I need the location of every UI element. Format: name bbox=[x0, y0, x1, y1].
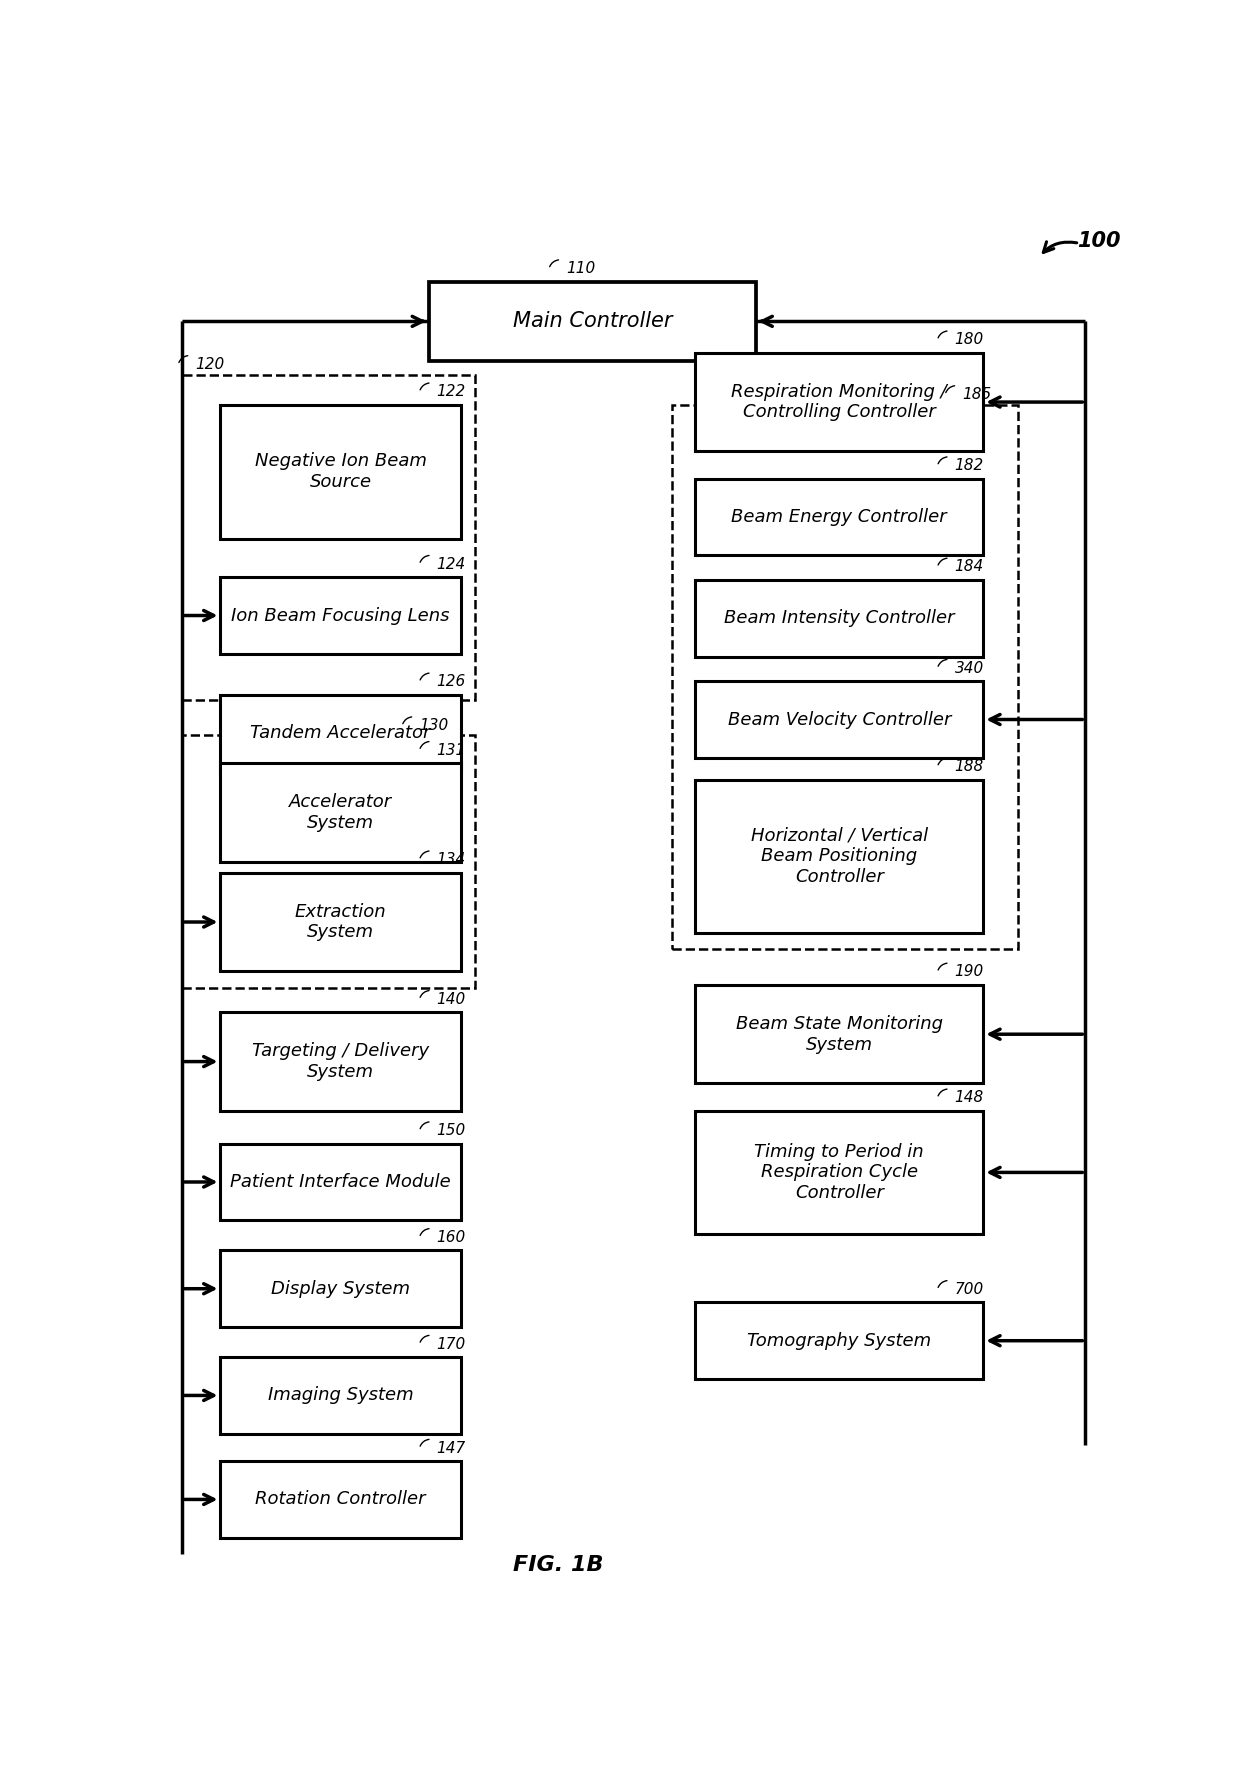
Text: 134: 134 bbox=[436, 853, 466, 867]
Text: Negative Ion Beam
Source: Negative Ion Beam Source bbox=[254, 453, 427, 490]
Text: 184: 184 bbox=[955, 560, 983, 574]
Text: 160: 160 bbox=[436, 1230, 466, 1246]
Text: Accelerator
System: Accelerator System bbox=[289, 793, 392, 832]
Text: 126: 126 bbox=[436, 675, 466, 689]
Bar bbox=[182, 734, 475, 988]
Text: 122: 122 bbox=[436, 384, 466, 400]
Bar bbox=[221, 1461, 460, 1537]
Bar bbox=[696, 354, 983, 451]
Text: 340: 340 bbox=[955, 661, 983, 675]
Text: 700: 700 bbox=[955, 1281, 983, 1297]
Text: Targeting / Delivery
System: Targeting / Delivery System bbox=[252, 1041, 429, 1080]
Bar bbox=[221, 873, 460, 972]
Text: 180: 180 bbox=[955, 332, 983, 347]
Text: 188: 188 bbox=[955, 759, 983, 775]
Bar bbox=[696, 681, 983, 757]
Text: 150: 150 bbox=[436, 1123, 466, 1139]
Bar bbox=[221, 405, 460, 538]
Text: Patient Interface Module: Patient Interface Module bbox=[231, 1173, 451, 1191]
Text: Ion Beam Focusing Lens: Ion Beam Focusing Lens bbox=[231, 606, 450, 624]
Text: 110: 110 bbox=[567, 261, 595, 275]
Bar bbox=[221, 695, 460, 771]
Bar bbox=[696, 579, 983, 656]
Text: Beam Energy Controller: Beam Energy Controller bbox=[732, 508, 947, 526]
Bar bbox=[696, 1303, 983, 1379]
Text: 131: 131 bbox=[436, 743, 466, 757]
Text: Beam Velocity Controller: Beam Velocity Controller bbox=[728, 711, 951, 729]
Text: FIG. 1B: FIG. 1B bbox=[513, 1555, 604, 1574]
Text: Horizontal / Vertical
Beam Positioning
Controller: Horizontal / Vertical Beam Positioning C… bbox=[750, 826, 928, 887]
Text: 182: 182 bbox=[955, 458, 983, 473]
Bar bbox=[672, 405, 1018, 949]
Text: Beam State Monitoring
System: Beam State Monitoring System bbox=[735, 1015, 942, 1054]
Text: Timing to Period in
Respiration Cycle
Controller: Timing to Period in Respiration Cycle Co… bbox=[754, 1143, 924, 1203]
Text: 124: 124 bbox=[436, 556, 466, 572]
Text: 185: 185 bbox=[962, 387, 992, 402]
Text: 140: 140 bbox=[436, 992, 466, 1008]
Text: 130: 130 bbox=[419, 718, 449, 734]
Text: Beam Intensity Controller: Beam Intensity Controller bbox=[724, 610, 955, 627]
Bar bbox=[696, 984, 983, 1084]
Text: Rotation Controller: Rotation Controller bbox=[255, 1491, 425, 1509]
Bar bbox=[221, 578, 460, 654]
Text: 190: 190 bbox=[955, 965, 983, 979]
Bar bbox=[696, 1111, 983, 1233]
Bar bbox=[221, 1358, 460, 1434]
Text: 100: 100 bbox=[1078, 231, 1121, 251]
Text: 147: 147 bbox=[436, 1441, 466, 1455]
Text: Imaging System: Imaging System bbox=[268, 1386, 413, 1404]
Bar bbox=[696, 780, 983, 933]
Text: Extraction
System: Extraction System bbox=[295, 903, 387, 942]
Bar bbox=[221, 764, 460, 862]
Text: Respiration Monitoring /
Controlling Controller: Respiration Monitoring / Controlling Con… bbox=[732, 382, 947, 421]
Bar bbox=[696, 478, 983, 554]
Text: 120: 120 bbox=[196, 357, 224, 371]
Bar bbox=[182, 375, 475, 700]
Text: 170: 170 bbox=[436, 1336, 466, 1352]
Text: Display System: Display System bbox=[272, 1279, 410, 1297]
Bar bbox=[221, 1251, 460, 1327]
Text: 148: 148 bbox=[955, 1091, 983, 1105]
Text: Tandem Accelerator: Tandem Accelerator bbox=[250, 725, 430, 743]
Text: Tomography System: Tomography System bbox=[748, 1331, 931, 1351]
Bar bbox=[221, 1144, 460, 1221]
Bar bbox=[429, 281, 755, 361]
Text: Main Controller: Main Controller bbox=[512, 311, 672, 331]
Bar bbox=[221, 1013, 460, 1111]
